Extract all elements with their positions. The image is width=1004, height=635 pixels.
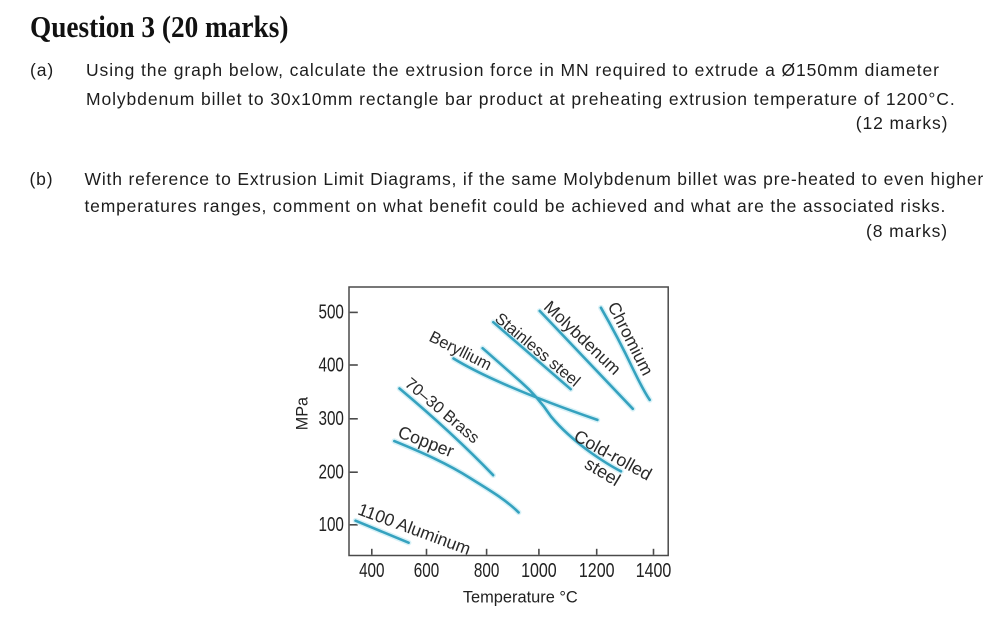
svg-text:1000: 1000 [521, 560, 557, 582]
svg-text:400: 400 [319, 354, 344, 376]
svg-text:500: 500 [319, 302, 344, 324]
svg-text:300: 300 [319, 408, 344, 430]
svg-text:1400: 1400 [636, 560, 672, 582]
svg-text:800: 800 [474, 560, 499, 582]
svg-text:1200: 1200 [579, 560, 615, 582]
svg-text:600: 600 [414, 560, 439, 582]
svg-text:200: 200 [319, 462, 344, 484]
svg-text:Temperature °C: Temperature °C [463, 589, 578, 607]
svg-text:100: 100 [319, 514, 344, 536]
svg-text:MPa: MPa [294, 397, 312, 430]
svg-text:400: 400 [359, 560, 384, 582]
